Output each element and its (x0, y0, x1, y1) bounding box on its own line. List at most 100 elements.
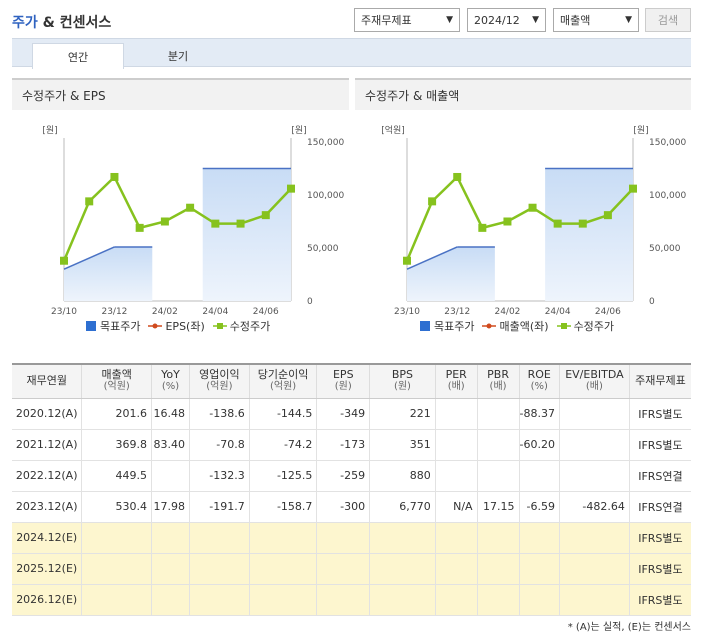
column-header-label: BPS (391, 368, 414, 382)
table-row: 2020.12(A) 201.6 16.48 -138.6 -144.5 -349 221 -… (12, 398, 691, 430)
report-type-select[interactable]: 주재무제표 ▼ (354, 8, 460, 32)
adjusted-price-point (553, 219, 562, 228)
x-tick-label: 23/12 (101, 307, 127, 316)
table-cell (248, 584, 317, 616)
table-row: 2022.12(A) 449.5 -132.3 -125.5 -259 880 IFRS연결 (12, 460, 691, 492)
table-cell: -88.37 (518, 398, 560, 430)
column-header-label: YoY (161, 368, 180, 382)
table-cell: -70.8 (188, 429, 250, 461)
table-row: 2021.12(A) 369.8 83.40 -70.8 -74.2 -173 351 -60… (12, 429, 691, 461)
left-axis-unit: [억원] (381, 124, 405, 136)
column-header: 주재무제표 (628, 363, 691, 399)
legend-eps: EPS(좌) (165, 320, 205, 333)
adjusted-price-line (405, 174, 634, 262)
table-cell: -191.7 (188, 491, 250, 523)
column-header-label: 당기순이익 (257, 368, 309, 382)
target-price-area (407, 246, 495, 301)
table-cell: 530.4 (81, 491, 152, 523)
adjusted-price-point (110, 172, 119, 181)
adjusted-price-point (629, 184, 637, 193)
column-header-label: 매출액 (101, 368, 132, 382)
column-header: PER (배) (434, 363, 478, 399)
legend-swatch-target (86, 321, 96, 331)
footnote: * (A)는 실적, (E)는 컨센서스 (567, 622, 691, 633)
table-cell (188, 522, 250, 554)
target-price-area (545, 168, 633, 301)
table-cell (476, 429, 520, 461)
adjusted-price-point (186, 203, 195, 212)
right-axis-unit: [원] (291, 125, 306, 136)
table-cell: IFRS별도 (628, 429, 691, 461)
table-cell (434, 429, 478, 461)
table-cell: 83.40 (151, 429, 190, 461)
table-row: 2023.12(A) 530.4 17.98 -191.7 -158.7 -300 6,77… (12, 491, 691, 523)
table-cell (558, 522, 630, 554)
table-cell (434, 584, 478, 616)
table-cell: -300 (316, 491, 370, 523)
period-tab-bar: 연간 분기 (12, 38, 691, 69)
table-cell (518, 584, 560, 616)
column-header: 당기순이익 (억원) (248, 363, 317, 399)
target-price-line (406, 246, 458, 270)
table-row: 2025.12(E) IFRS별도 (12, 553, 691, 585)
table-cell (369, 553, 436, 585)
column-header-label: 주재무제표 (635, 374, 686, 388)
adjusted-price-point (85, 197, 94, 206)
right-tick-label: 0 (649, 297, 655, 307)
adjusted-price-point (478, 223, 487, 232)
table-cell: IFRS별도 (628, 398, 691, 430)
x-tick-label: 24/06 (595, 307, 621, 316)
report-type-value: 주재무제표 (361, 14, 412, 27)
table-cell (81, 522, 152, 554)
adjusted-price-point (236, 219, 245, 228)
column-header-unit: (원) (393, 381, 411, 393)
tab-annual[interactable]: 연간 (32, 43, 124, 69)
table-cell (369, 522, 436, 554)
column-header-unit: (%) (530, 381, 548, 393)
target-price-area (64, 246, 153, 301)
table-cell (248, 522, 317, 554)
column-header-label: EV/EBITDA (565, 368, 624, 382)
table-cell (558, 460, 630, 492)
metric-select[interactable]: 매출액 ▼ (553, 8, 639, 32)
legend-swatch-target (420, 321, 430, 331)
table-cell: -158.7 (248, 491, 317, 523)
adjusted-price-point (160, 217, 169, 226)
adjusted-price-point (428, 197, 437, 206)
chart2-legend: 목표주가 매출액(좌) 수정주가 (420, 318, 622, 334)
table-cell: -132.3 (188, 460, 250, 492)
table-cell (434, 398, 478, 430)
legend-target-price: 목표주가 (100, 320, 141, 333)
column-header-label: 영업이익 (199, 368, 240, 382)
column-header-unit: (배) (489, 381, 507, 393)
legend-swatch-sales (482, 323, 497, 329)
table-cell: -482.64 (558, 491, 630, 523)
table-cell: -259 (316, 460, 370, 492)
table-cell: 2023.12(A) (12, 491, 82, 523)
tab-quarterly[interactable]: 분기 (167, 50, 189, 63)
financial-table: 재무연월 매출액 (억원) YoY (%) 영업이익 (억원) 당기순이익 (억원) EPS (원)… (12, 363, 691, 616)
chart2-title: 수정주가 & 매출액 (355, 78, 691, 110)
table-cell (434, 553, 478, 585)
table-cell: 2021.12(A) (12, 429, 82, 461)
column-header-label: EPS (332, 368, 354, 382)
adjusted-price-point (503, 217, 512, 226)
table-cell: 2025.12(E) (12, 553, 82, 585)
table-header-row: 재무연월 매출액 (억원) YoY (%) 영업이익 (억원) 당기순이익 (억원) EPS (원)… (12, 363, 691, 399)
period-select[interactable]: 2024/12 ▼ (467, 8, 546, 32)
chevron-down-icon: ▼ (532, 15, 539, 25)
adjusted-price-point (603, 211, 612, 220)
right-tick-label: 100,000 (649, 191, 686, 201)
legend-adjusted-price: 수정주가 (573, 320, 615, 333)
column-header-unit: (배) (447, 381, 465, 393)
table-cell (476, 584, 520, 616)
title-part2: & 컨센서스 (42, 15, 112, 31)
adjusted-price-point (453, 172, 462, 181)
legend-sales: 매출액(좌) (499, 320, 549, 333)
adjusted-price-point (135, 223, 144, 232)
target-price-area (202, 168, 291, 301)
table-cell (151, 584, 190, 616)
search-button[interactable]: 검색 (645, 8, 691, 32)
legend-adjusted-price: 수정주가 (229, 320, 271, 333)
